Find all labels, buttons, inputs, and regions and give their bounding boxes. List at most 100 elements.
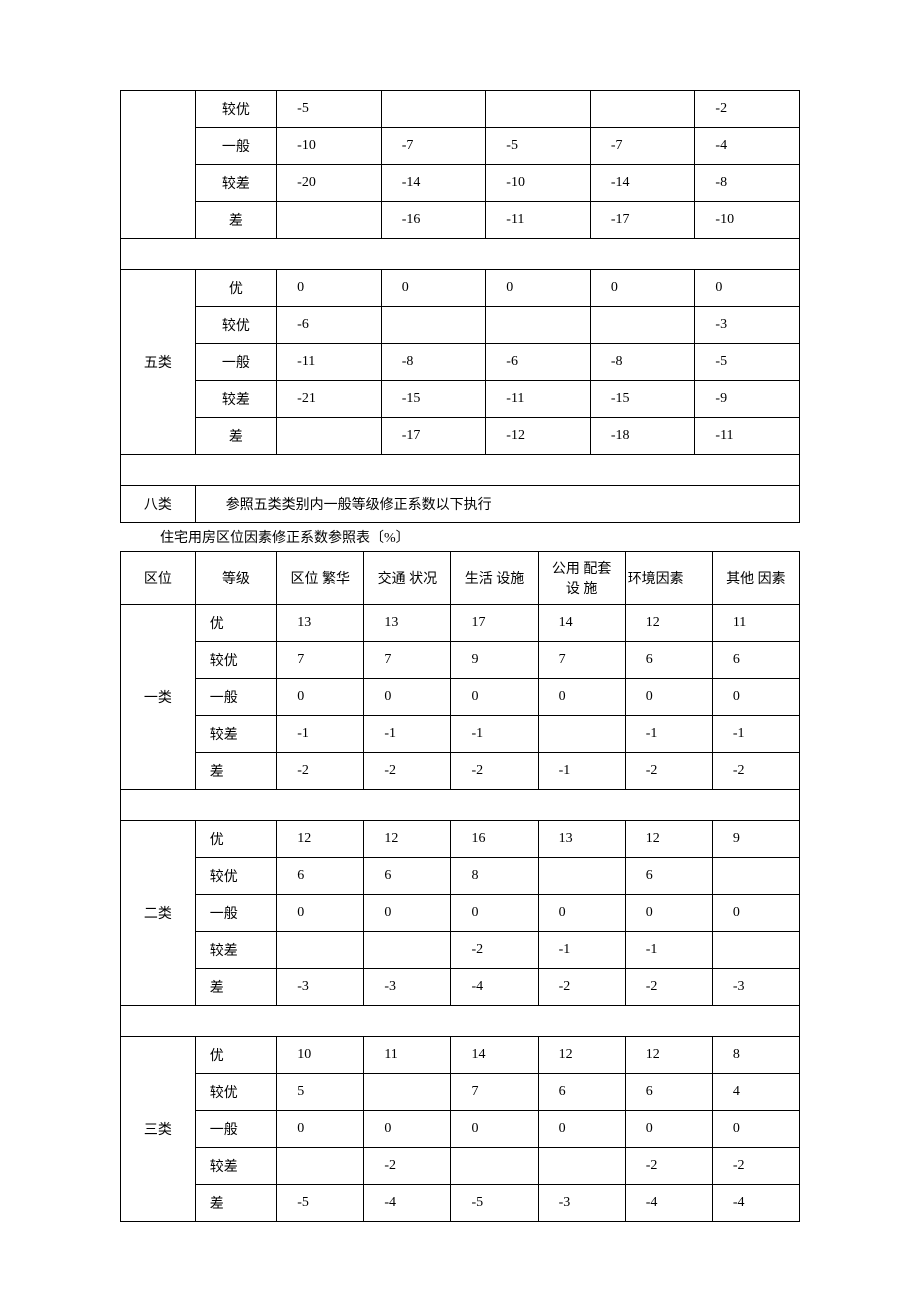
value-cell — [590, 307, 695, 344]
value-cell — [277, 1148, 364, 1185]
value-cell — [381, 307, 486, 344]
value-cell: -4 — [712, 1185, 799, 1222]
value-cell: -8 — [381, 344, 486, 381]
value-cell: -5 — [277, 91, 382, 128]
value-cell: 8 — [712, 1037, 799, 1074]
table-row: 较优779766 — [121, 642, 800, 679]
value-cell: -1 — [451, 716, 538, 753]
value-cell: -15 — [381, 381, 486, 418]
grade-cell: 差 — [195, 753, 276, 790]
value-cell: -2 — [277, 753, 364, 790]
value-cell: -4 — [364, 1185, 451, 1222]
header-cell: 环境因素 — [625, 552, 712, 605]
value-cell: 6 — [277, 858, 364, 895]
value-cell: 11 — [364, 1037, 451, 1074]
value-cell: -3 — [364, 969, 451, 1006]
value-cell: -3 — [712, 969, 799, 1006]
value-cell — [538, 858, 625, 895]
value-cell: -2 — [695, 91, 800, 128]
value-cell: -1 — [625, 716, 712, 753]
value-cell: 16 — [451, 821, 538, 858]
value-cell: -4 — [451, 969, 538, 1006]
value-cell: 0 — [712, 679, 799, 716]
header-cell: 交通 状况 — [364, 552, 451, 605]
value-cell: -7 — [381, 128, 486, 165]
value-cell — [277, 932, 364, 969]
value-cell: 6 — [625, 1074, 712, 1111]
footer-category: 八类 — [121, 486, 196, 523]
value-cell: -18 — [590, 418, 695, 455]
value-cell: -7 — [590, 128, 695, 165]
value-cell: 0 — [538, 679, 625, 716]
value-cell: -5 — [277, 1185, 364, 1222]
table2-header-row: 区位等级区位 繁华交通 状况生活 设施公用 配套设 施环境因素其他 因素 — [121, 552, 800, 605]
table-row: 差-16-11-17-10 — [121, 202, 800, 239]
value-cell: 6 — [538, 1074, 625, 1111]
value-cell: 0 — [625, 895, 712, 932]
grade-cell: 一般 — [195, 1111, 276, 1148]
value-cell: -10 — [277, 128, 382, 165]
footer-row: 八类参照五类类别内一般等级修正系数以下执行 — [121, 486, 800, 523]
grade-cell: 差 — [195, 418, 276, 455]
value-cell: 0 — [451, 895, 538, 932]
value-cell — [486, 91, 591, 128]
value-cell: 0 — [364, 1111, 451, 1148]
value-cell — [538, 716, 625, 753]
value-cell: 0 — [538, 1111, 625, 1148]
table-row: 较差-2-1-1 — [121, 932, 800, 969]
value-cell: 0 — [451, 679, 538, 716]
header-cell: 其他 因素 — [712, 552, 799, 605]
table-row: 一般-10-7-5-7-4 — [121, 128, 800, 165]
value-cell: 13 — [277, 605, 364, 642]
value-cell: 0 — [364, 895, 451, 932]
grade-cell: 较优 — [195, 91, 276, 128]
value-cell: -2 — [625, 753, 712, 790]
value-cell: -8 — [695, 165, 800, 202]
spacer-row — [121, 790, 800, 821]
value-cell: -5 — [486, 128, 591, 165]
table-row: 一类优131317141211 — [121, 605, 800, 642]
grade-cell: 一般 — [195, 344, 276, 381]
value-cell — [590, 91, 695, 128]
value-cell: -11 — [486, 202, 591, 239]
value-cell: -10 — [695, 202, 800, 239]
header-cell: 区位 — [121, 552, 196, 605]
value-cell: -2 — [364, 753, 451, 790]
coefficient-table-1: 较优-5-2一般-10-7-5-7-4较差-20-14-10-14-8差-16-… — [120, 90, 800, 523]
grade-cell: 较差 — [195, 1148, 276, 1185]
header-cell: 公用 配套设 施 — [538, 552, 625, 605]
table-row: 差-2-2-2-1-2-2 — [121, 753, 800, 790]
grade-cell: 优 — [195, 1037, 276, 1074]
value-cell: 0 — [277, 270, 382, 307]
value-cell: 0 — [625, 679, 712, 716]
value-cell: 7 — [538, 642, 625, 679]
footer-text: 参照五类类别内一般等级修正系数以下执行 — [195, 486, 799, 523]
table-row: 五类优00000 — [121, 270, 800, 307]
value-cell: -2 — [712, 1148, 799, 1185]
value-cell: -5 — [695, 344, 800, 381]
value-cell — [277, 418, 382, 455]
value-cell: 9 — [451, 642, 538, 679]
grade-cell: 较差 — [195, 716, 276, 753]
value-cell — [712, 932, 799, 969]
value-cell — [451, 1148, 538, 1185]
value-cell: 12 — [625, 1037, 712, 1074]
grade-cell: 差 — [195, 969, 276, 1006]
grade-cell: 一般 — [195, 679, 276, 716]
value-cell: 7 — [364, 642, 451, 679]
value-cell: 0 — [712, 1111, 799, 1148]
grade-cell: 优 — [195, 270, 276, 307]
value-cell — [364, 932, 451, 969]
value-cell: 13 — [538, 821, 625, 858]
header-cell: 等级 — [195, 552, 276, 605]
value-cell: -11 — [695, 418, 800, 455]
table-row: 较差-1-1-1-1-1 — [121, 716, 800, 753]
value-cell: 0 — [695, 270, 800, 307]
value-cell: -1 — [277, 716, 364, 753]
category-cell: 五类 — [121, 270, 196, 455]
value-cell: 4 — [712, 1074, 799, 1111]
grade-cell: 较差 — [195, 932, 276, 969]
grade-cell: 较优 — [195, 1074, 276, 1111]
value-cell: 0 — [277, 1111, 364, 1148]
value-cell: -2 — [451, 753, 538, 790]
